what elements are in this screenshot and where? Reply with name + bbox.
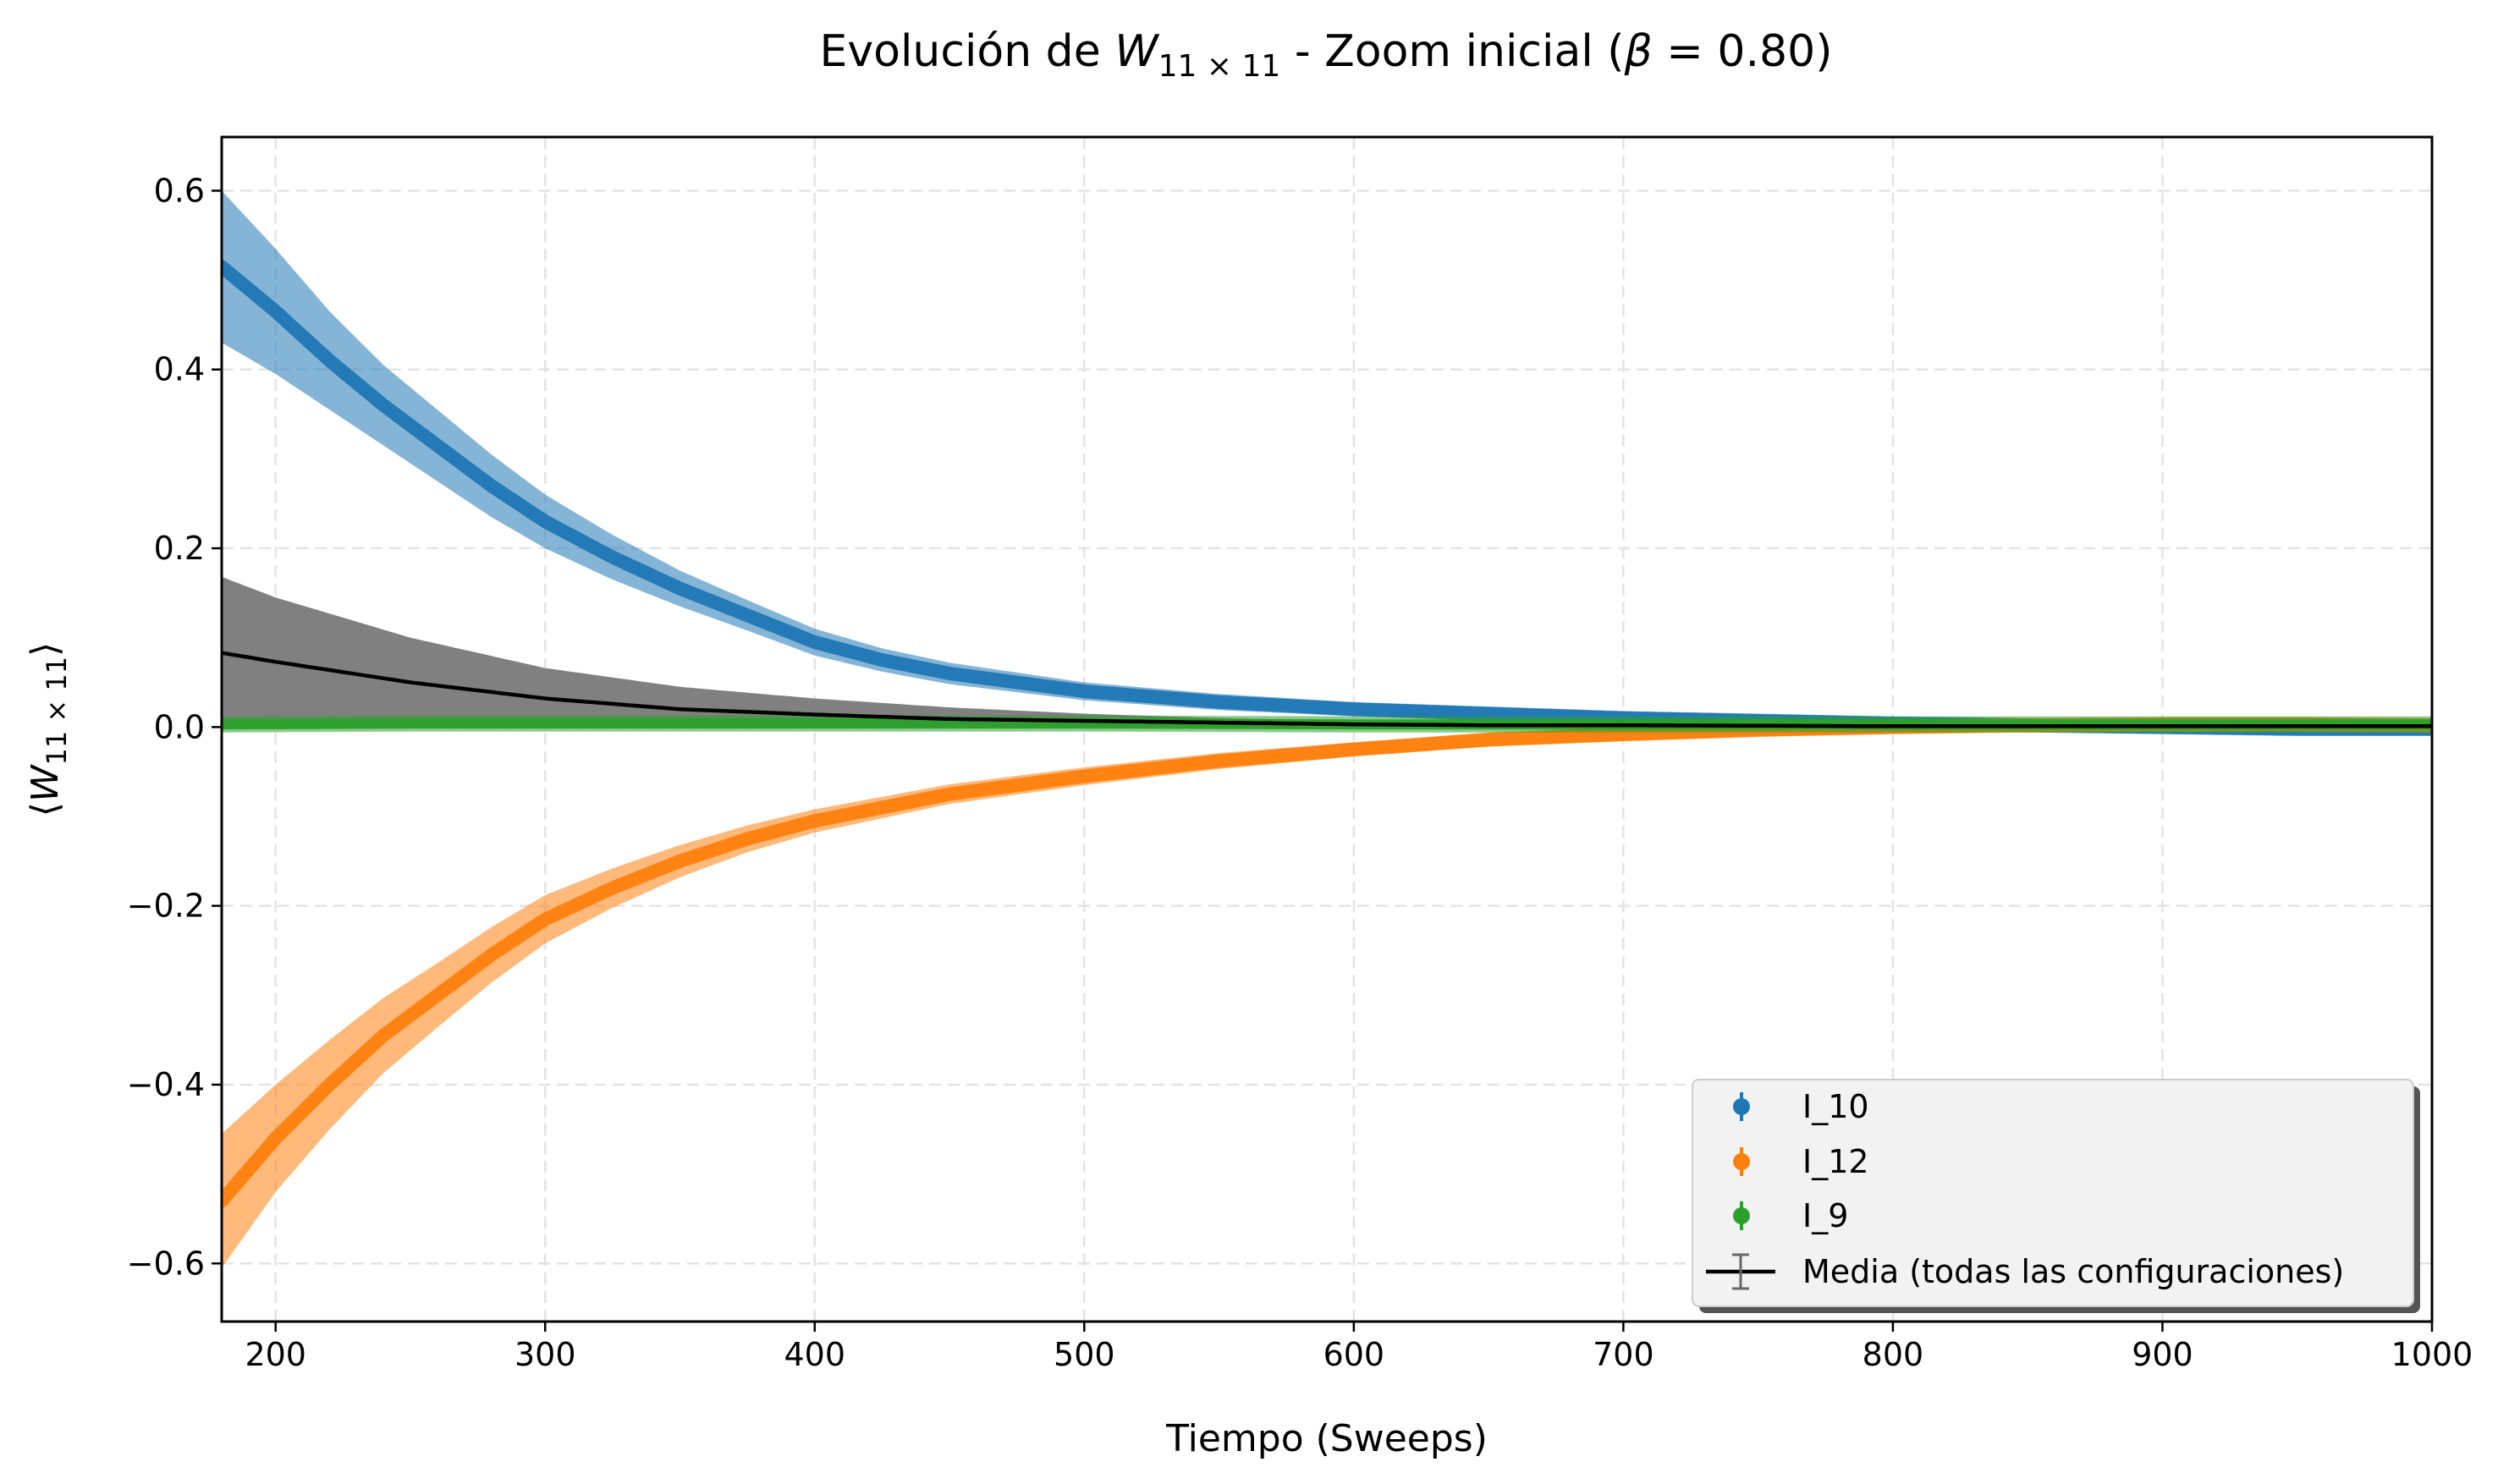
legend-marker [1733, 1207, 1750, 1224]
legend-entries: I_10 I_12 I_9 Media (todas las configuracio… [1706, 1088, 2344, 1290]
legend-entry: I_12 [1733, 1143, 1869, 1180]
legend-entry: I_10 [1733, 1088, 1869, 1125]
legend-label: I_9 [1802, 1197, 1848, 1234]
y-axis-open-bracket: ⟨ [24, 802, 67, 816]
mean-error-band [222, 576, 2432, 728]
y-tick-label: −0.2 [127, 888, 205, 925]
legend-box [1692, 1079, 2414, 1307]
mean-line [222, 651, 2432, 728]
legend-entry: Media (todas las configuraciones) [1706, 1253, 2344, 1290]
x-tick-label: 300 [514, 1336, 576, 1373]
y-axis-title: ⟨W11 × 11⟩ [24, 642, 73, 816]
y-tick-label: 0.0 [154, 708, 205, 745]
y-tick-label: −0.4 [127, 1066, 205, 1103]
legend-label: Media (todas las configuraciones) [1802, 1253, 2344, 1290]
plot-frame [220, 135, 2434, 1323]
y-tick-label: 0.4 [154, 351, 205, 388]
y-tick-label: 0.6 [154, 172, 205, 209]
y-tick-label: −0.6 [127, 1245, 205, 1282]
legend: I_10 I_12 I_9 Media (todas las configuracio… [1692, 1079, 2420, 1313]
x-tick-label: 800 [1862, 1336, 1924, 1373]
y-axis-close-bracket: ⟩ [24, 642, 67, 657]
plot-data [222, 190, 2432, 1268]
x-tick-label: 200 [245, 1336, 306, 1373]
x-axis-title: Tiempo (Sweeps) [1165, 1417, 1488, 1460]
y-tick-label: 0.2 [154, 530, 205, 567]
x-tick-label: 1000 [2391, 1336, 2473, 1373]
x-tick-label: 900 [2132, 1336, 2193, 1373]
legend-label: I_12 [1802, 1143, 1869, 1180]
legend-label: I_10 [1802, 1088, 1869, 1125]
x-tick-label: 400 [784, 1336, 846, 1373]
x-tick-label: 700 [1593, 1336, 1654, 1373]
legend-marker [1733, 1153, 1750, 1170]
legend-marker [1733, 1098, 1750, 1115]
x-tick-label: 500 [1054, 1336, 1115, 1373]
legend-entry: I_9 [1733, 1197, 1848, 1234]
chart-title: Evolución de W11 × 11 - Zoom inicial (β … [820, 26, 1833, 84]
x-tick-label: 600 [1323, 1336, 1385, 1373]
axis-ticks: 200 300 400 500 600 700 800 900 1000 −0.6 −0.4 −0.2… [127, 172, 2473, 1373]
svg-text:⟨W11 × 11⟩: ⟨W11 × 11⟩ [24, 642, 73, 816]
